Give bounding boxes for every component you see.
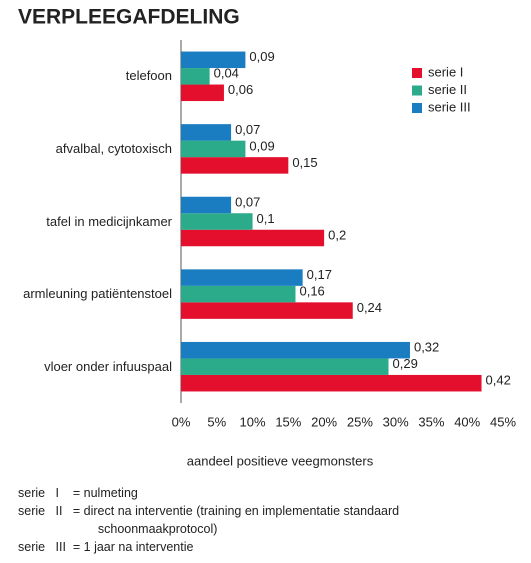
legend-swatch [412, 103, 422, 113]
data-label: 0,2 [328, 227, 346, 242]
data-label: 0,09 [249, 49, 274, 64]
y-tick-label: armleuning patiëntenstoel [23, 286, 172, 302]
bar [181, 124, 232, 141]
data-label: 0,42 [486, 373, 511, 388]
data-label: 0,09 [249, 138, 274, 153]
footnote: schoonmaakprotocol) [18, 522, 218, 536]
bar [181, 157, 289, 174]
bar [181, 269, 303, 286]
bar [181, 140, 246, 158]
x-tick-label: 0% [172, 414, 191, 429]
bar [181, 84, 224, 102]
x-tick-label: 10% [240, 414, 266, 429]
bar [181, 374, 482, 392]
data-label: 0,24 [357, 300, 382, 315]
x-tick-label: 35% [418, 414, 444, 429]
bar [181, 285, 296, 303]
data-label: 0,07 [235, 194, 260, 209]
y-tick-label: afvalbal, cytotoxisch [55, 140, 172, 156]
legend-swatch [412, 68, 422, 78]
bar [181, 229, 325, 247]
y-tick-label: tafel in medicijnkamer [46, 213, 172, 229]
x-tick-label: 40% [454, 414, 480, 429]
bar [181, 302, 353, 319]
data-label: 0,07 [235, 122, 260, 137]
data-label: 0,29 [393, 356, 418, 371]
x-tick-label: 45% [490, 414, 516, 429]
footnote: serie III = 1 jaar na interventie [18, 540, 194, 554]
x-tick-label: 30% [383, 414, 409, 429]
y-tick-label: vloer onder infuuspaal [44, 358, 172, 374]
legend-label: serie III [428, 99, 471, 114]
bar [181, 68, 210, 85]
bar [181, 51, 246, 69]
data-label: 0,15 [292, 155, 317, 170]
data-label: 0,04 [214, 66, 239, 81]
legend-swatch [412, 85, 422, 96]
legend-label: serie I [428, 64, 463, 79]
legend-label: serie II [428, 82, 467, 97]
data-label: 0,1 [257, 211, 275, 226]
data-label: 0,16 [299, 284, 324, 299]
data-label: 0,17 [307, 267, 332, 282]
x-tick-label: 20% [311, 414, 337, 429]
bar [181, 358, 389, 375]
footnote: serie I = nulmeting [18, 486, 138, 500]
data-label: 0,06 [228, 82, 253, 97]
footnote: serie II = direct na interventie (traini… [18, 504, 400, 518]
x-axis-label: aandeel positieve veegmonsters [187, 453, 374, 468]
chart-title: VERPLEEGAFDELING [18, 6, 240, 29]
bar [181, 196, 232, 214]
bar [181, 341, 410, 359]
x-tick-label: 25% [347, 414, 373, 429]
x-tick-label: 5% [207, 414, 226, 429]
y-tick-label: telefoon [125, 68, 172, 84]
data-label: 0,32 [414, 340, 439, 355]
bar [181, 213, 253, 230]
x-tick-label: 15% [275, 414, 301, 429]
